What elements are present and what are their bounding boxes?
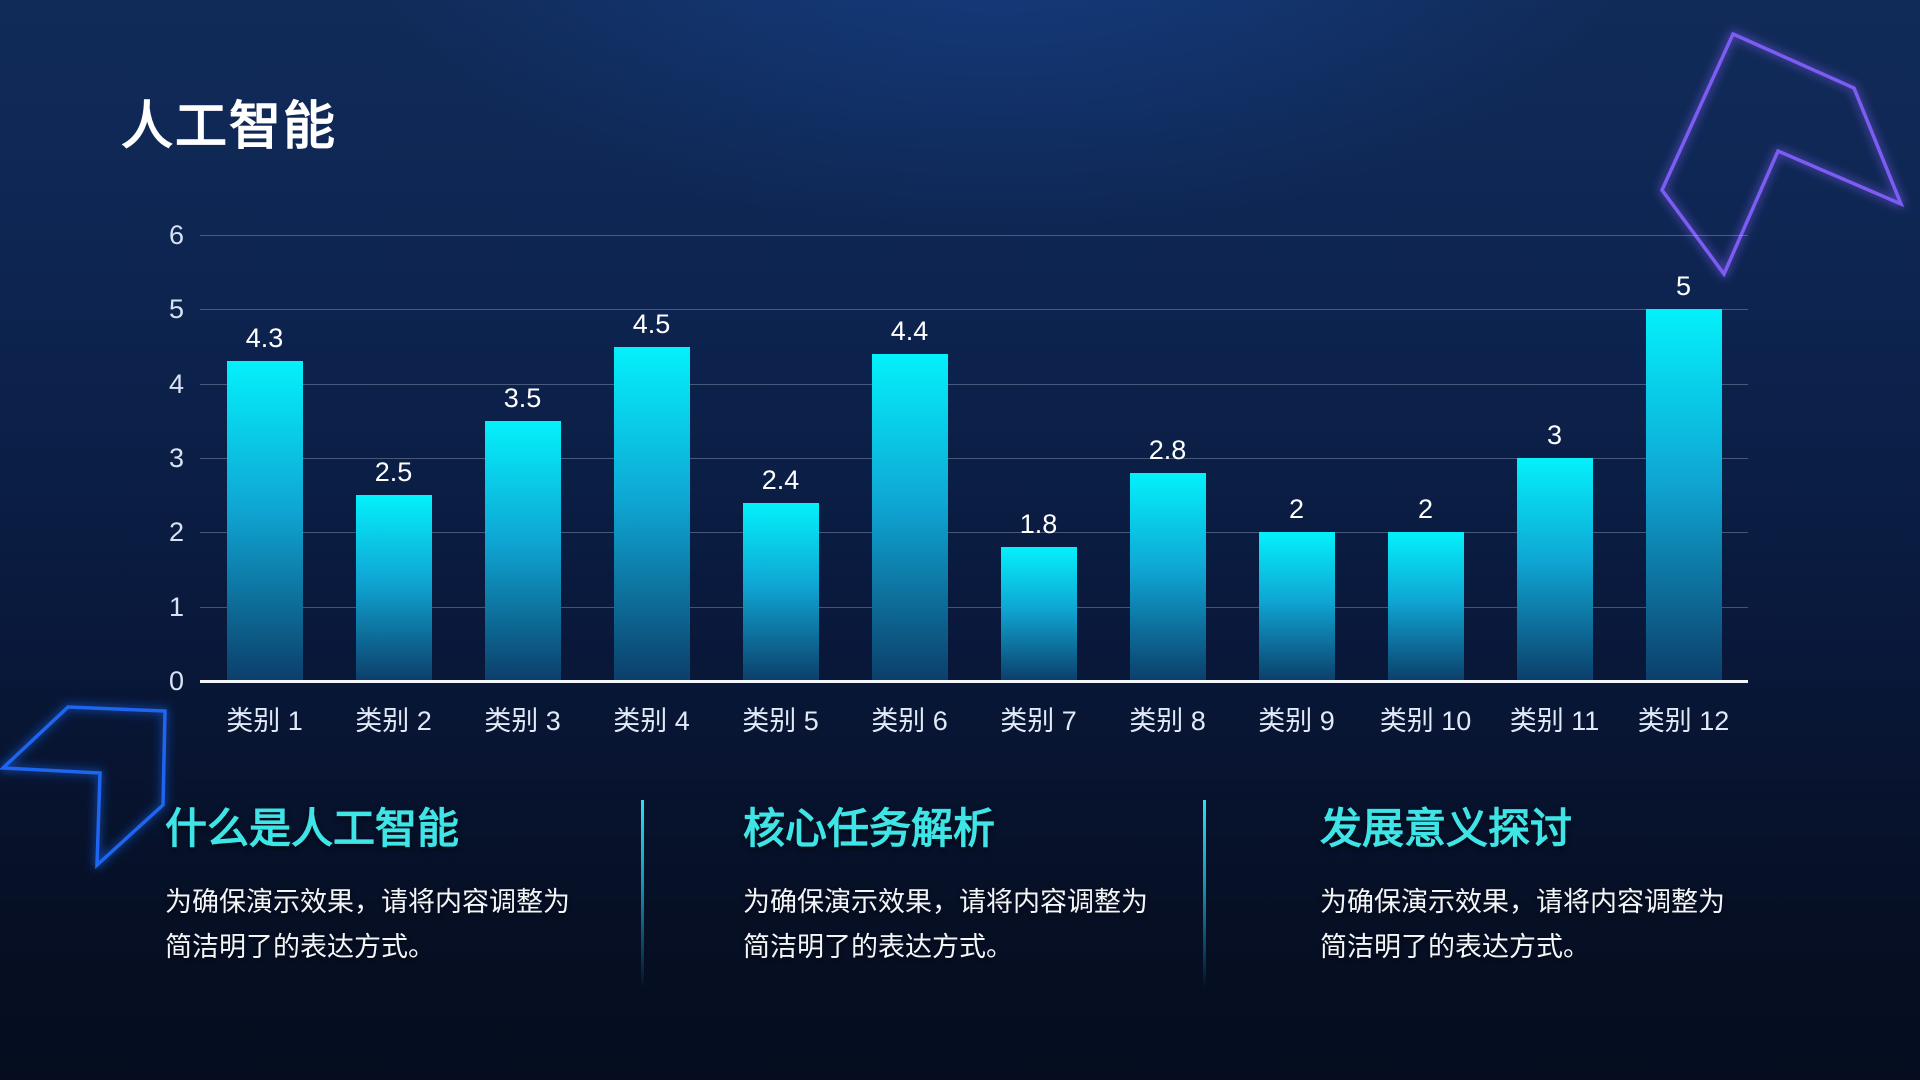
bar-value-label: 2.5 (374, 457, 413, 488)
x-axis-category-label: 类别 4 (613, 706, 690, 736)
x-axis-category-label: 类别 8 (1129, 706, 1206, 736)
bar-chart: 0 1 2 3 4 5 6 4.3 2.5 3.5 4.5 2.4 4.4 1.8 2.8 2 2 3 5 类别 1… (169, 222, 1748, 736)
bar-value-label: 4.5 (632, 308, 671, 339)
x-axis-category-label: 类别 1 (226, 706, 303, 736)
x-axis-category-label: 类别 7 (1000, 706, 1077, 736)
bar-value-label: 2.8 (1148, 434, 1187, 465)
y-axis-tick-label: 3 (168, 443, 184, 473)
x-axis-category-label: 类别 3 (484, 706, 561, 736)
bar-类别 1: 4.3 (226, 323, 303, 681)
bar-value-label: 3.5 (503, 382, 542, 413)
bar-value-label: 2 (1288, 494, 1305, 525)
y-axis-tick-label: 6 (168, 220, 184, 250)
page-title: 人工智能 (121, 98, 338, 156)
chart-baseline (200, 680, 1748, 683)
arrow-decoration-bottom-left (0, 705, 167, 870)
gridline-y-3 (200, 458, 1748, 459)
x-axis-category-label: 类别 10 (1379, 706, 1472, 736)
bar-value-label: 2.4 (761, 464, 800, 495)
bar-类别 10: 2 (1387, 494, 1464, 681)
y-axis-tick-label: 4 (168, 368, 184, 399)
bar-value-label: 2 (1417, 494, 1434, 525)
gridline-y-1 (200, 606, 1748, 608)
section-divider (1203, 800, 1206, 986)
section-what-is-ai: 什么是人工智能 为确保演示效果，请将内容调整为简洁明了的表达方式。 (165, 795, 595, 970)
section-core-tasks: 核心任务解析 为确保演示效果，请将内容调整为简洁明了的表达方式。 (743, 795, 1173, 970)
bar-类别 4: 4.5 (613, 309, 690, 681)
x-axis-category-label: 类别 9 (1258, 706, 1335, 736)
section-body: 为确保演示效果，请将内容调整为简洁明了的表达方式。 (165, 887, 570, 962)
x-axis-category-label: 类别 2 (355, 706, 432, 736)
bar-类别 8: 2.8 (1129, 435, 1206, 681)
gridline-y-5 (200, 309, 1748, 311)
bar-value-label: 4.4 (890, 315, 929, 346)
y-axis-tick-label: 1 (168, 591, 184, 622)
gridline-y-2 (200, 532, 1748, 534)
bar-value-label: 3 (1546, 420, 1563, 450)
x-axis-category-label: 类别 12 (1637, 706, 1730, 736)
bar-value-label: 5 (1675, 271, 1692, 302)
bar-value-label: 1.8 (1019, 509, 1058, 540)
bar-类别 3: 3.5 (484, 383, 561, 681)
section-body: 为确保演示效果，请将内容调整为简洁明了的表达方式。 (743, 887, 1148, 962)
section-heading: 什么是人工智能 (165, 805, 460, 852)
section-heading: 核心任务解析 (743, 805, 996, 852)
bar-类别 2: 2.5 (355, 457, 432, 681)
gridline-y-4 (200, 383, 1748, 385)
y-axis-tick-label: 2 (168, 517, 184, 548)
section-development-significance: 发展意义探讨 为确保演示效果，请将内容调整为简洁明了的表达方式。 (1320, 795, 1750, 970)
x-axis-category-label: 类别 11 (1509, 706, 1600, 736)
bar-类别 12: 5 (1645, 271, 1722, 681)
bar-类别 6: 4.4 (871, 316, 948, 681)
gridline-y-6 (200, 235, 1748, 236)
bar-类别 5: 2.4 (742, 465, 819, 681)
section-divider (641, 800, 644, 986)
y-axis-tick-label: 0 (168, 666, 184, 696)
x-axis-category-label: 类别 5 (742, 706, 819, 736)
section-heading: 发展意义探讨 (1320, 805, 1573, 852)
bar-value-label: 4.3 (245, 323, 284, 354)
section-body: 为确保演示效果，请将内容调整为简洁明了的表达方式。 (1320, 887, 1725, 962)
bar-类别 9: 2 (1258, 494, 1335, 681)
y-axis-tick-label: 5 (168, 294, 184, 325)
x-axis-category-label: 类别 6 (871, 706, 948, 736)
bar-类别 11: 3 (1516, 420, 1593, 681)
bar-类别 7: 1.8 (1000, 509, 1077, 681)
